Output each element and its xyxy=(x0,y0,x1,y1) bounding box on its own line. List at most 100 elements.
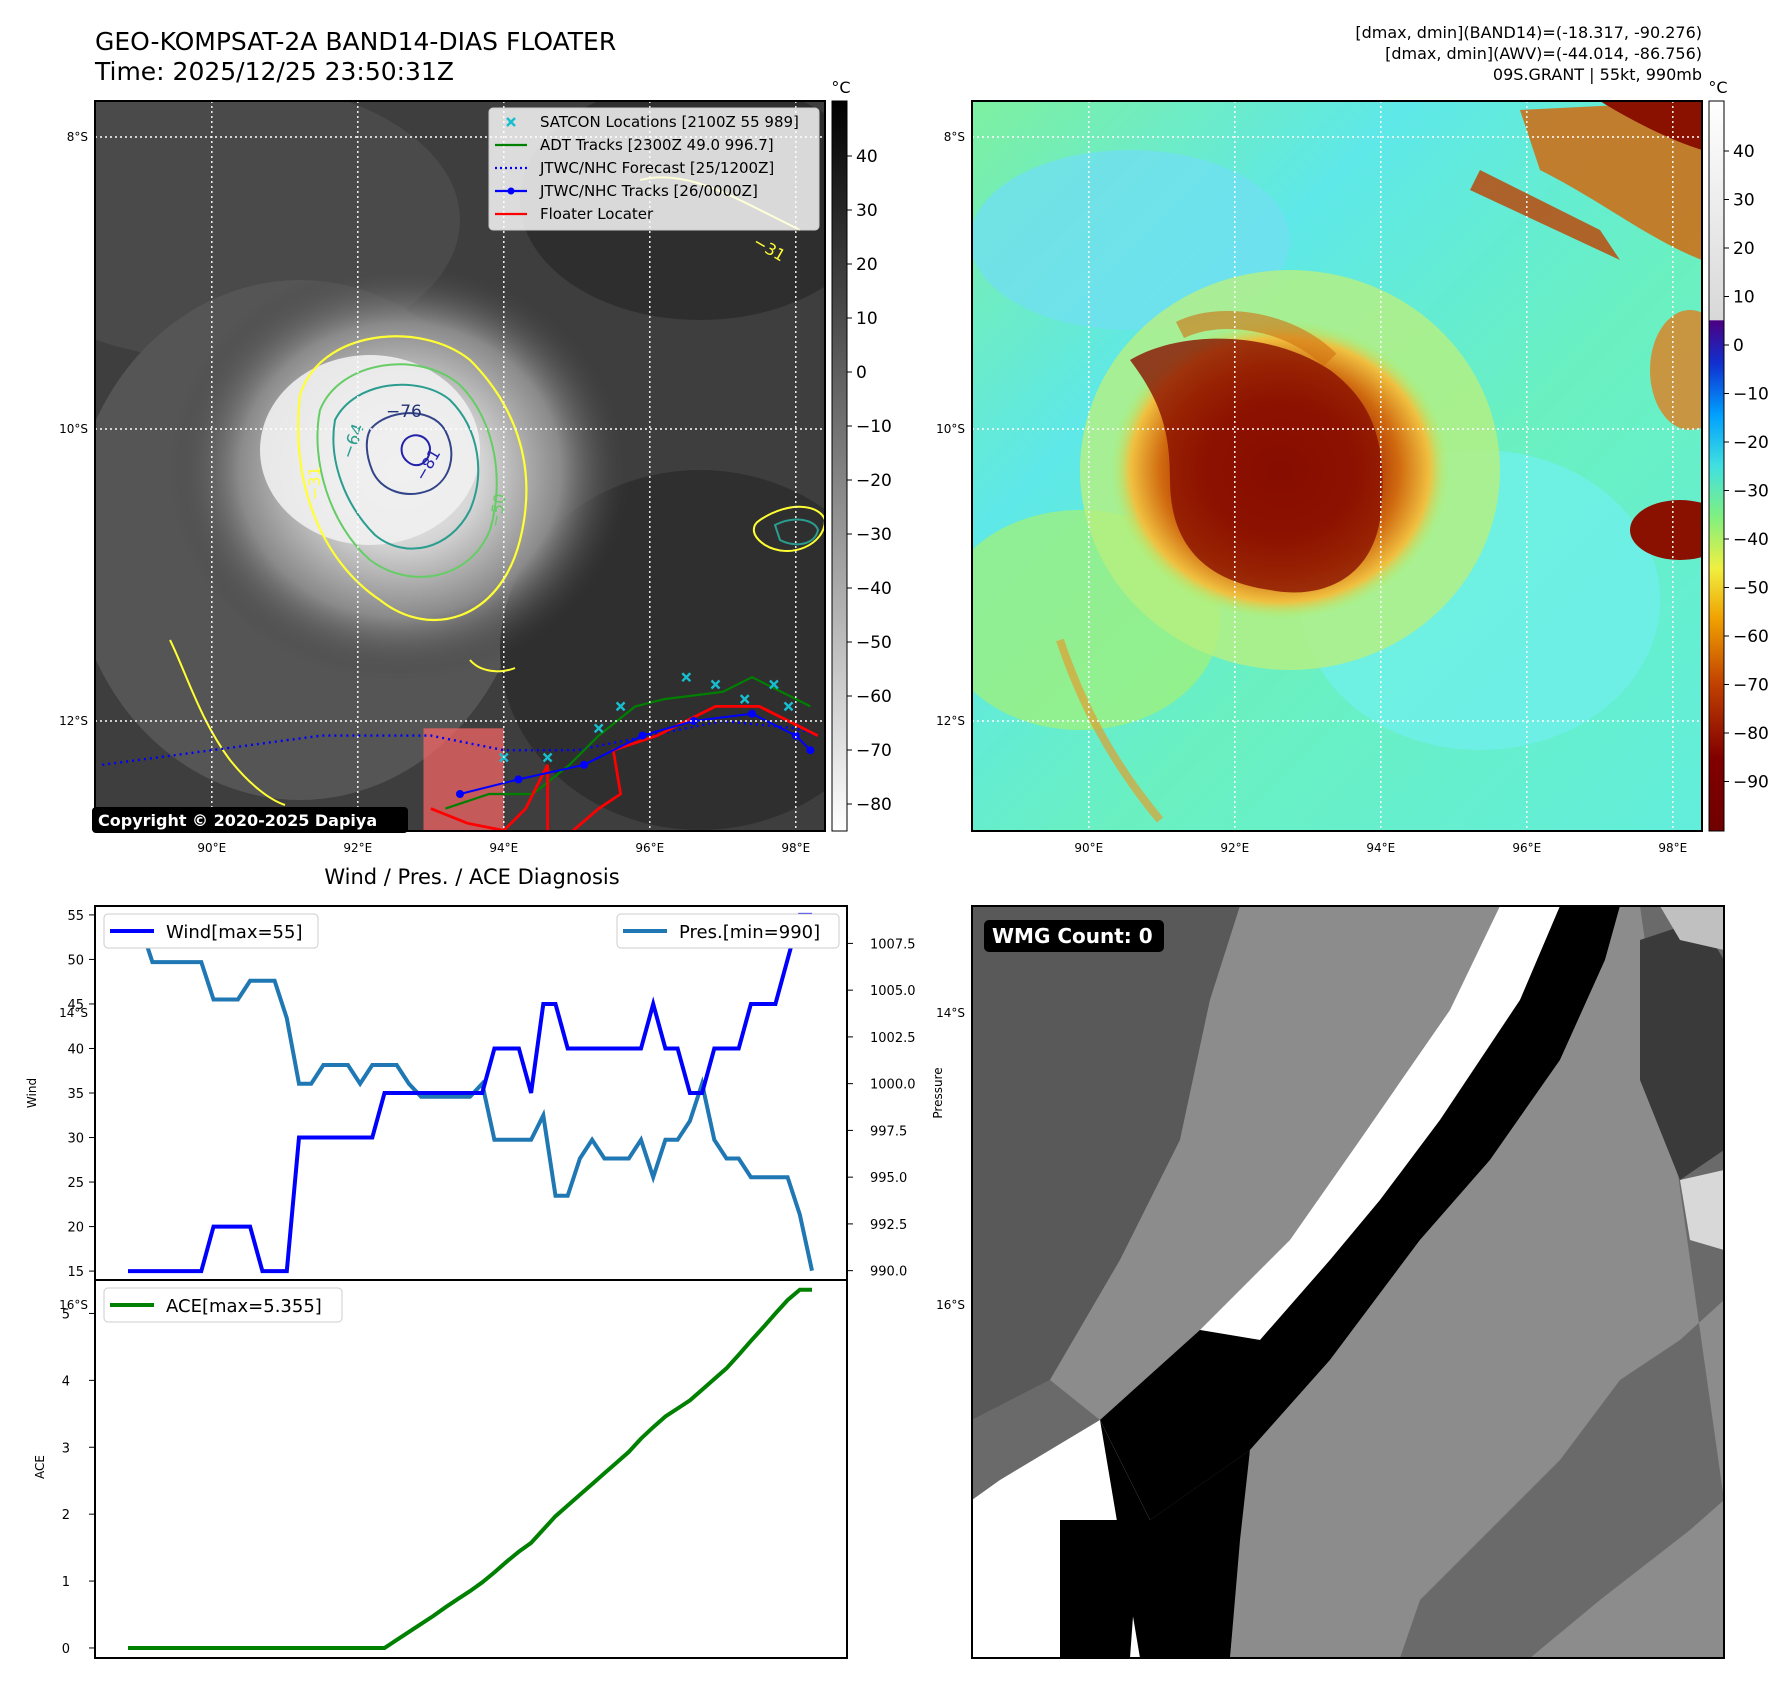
wind-tick-label: 15 xyxy=(67,1265,84,1280)
ace-tick-label: 5 xyxy=(62,1307,70,1322)
legend-item: SATCON Locations [2100Z 55 989] xyxy=(506,113,799,131)
jtwc-best-track xyxy=(459,712,812,795)
best-track-point xyxy=(638,731,647,740)
ace-tick-label: 2 xyxy=(62,1508,70,1523)
ir-colorbar-tick: −10 xyxy=(856,417,892,437)
wv-axis-labels: 8°S 10°S 12°S 14°S 16°S 90°E 92°E 94°E 96°E 98°E xyxy=(936,130,1687,1312)
best-track-points xyxy=(456,709,815,798)
contour-label: −76 xyxy=(386,402,422,422)
ace-legend: ACE[max=5.355] xyxy=(103,1287,343,1323)
pressure-tick-label: 992.5 xyxy=(870,1218,907,1233)
best-track-point xyxy=(580,760,589,769)
wv-colorbar-tick: 40 xyxy=(1733,142,1755,162)
satcon-point xyxy=(593,723,604,734)
ir-colorbar-tick: −50 xyxy=(856,633,892,653)
best-track-point xyxy=(514,775,523,784)
pressure-tick-label: 1007.5 xyxy=(870,937,916,952)
lon-tick-label: 94°E xyxy=(1366,841,1395,855)
ace-legend-label: ACE[max=5.355] xyxy=(166,1296,322,1317)
lon-tick-label: 90°E xyxy=(1074,841,1103,855)
legend-label: JTWC/NHC Forecast [25/1200Z] xyxy=(539,159,774,177)
ace-tick-label: 3 xyxy=(62,1441,70,1456)
satcon-point xyxy=(710,679,721,690)
legend-label: ADT Tracks [2300Z 49.0 996.7] xyxy=(540,136,774,154)
ir-colorbar-tick: −20 xyxy=(856,471,892,491)
figure-time: Time: 2025/12/25 23:50:31Z xyxy=(94,57,454,86)
lat-tick-label: 12°S xyxy=(59,714,88,728)
lon-tick-label: 94°E xyxy=(489,841,518,855)
wind-tick-label: 45 xyxy=(67,998,84,1013)
lon-tick-label: 90°E xyxy=(197,841,226,855)
ace-tick-label: 1 xyxy=(62,1575,70,1590)
satcon-point xyxy=(615,701,626,712)
lon-tick-label: 98°E xyxy=(781,841,810,855)
lat-tick-label: 8°S xyxy=(944,130,965,144)
ir-colorbar-unit: °C xyxy=(831,78,850,97)
contour-label: −31 xyxy=(305,466,324,500)
ir-colorbar-tick: −40 xyxy=(856,579,892,599)
pressure-tick-label: 990.0 xyxy=(870,1265,907,1280)
best-track-point xyxy=(791,731,800,740)
pressure-tick-label: 1000.0 xyxy=(870,1078,916,1093)
wv-colorbar-tick: −90 xyxy=(1733,773,1769,793)
ir-colorbar-tick: −70 xyxy=(856,741,892,761)
pressure-axis-label: Pressure xyxy=(931,1067,945,1118)
legend-item: JTWC/NHC Tracks [26/0000Z] xyxy=(495,182,758,200)
wv-colorbar-tick: −40 xyxy=(1733,530,1769,550)
lon-tick-label: 92°E xyxy=(343,841,372,855)
wind-axis-label: Wind xyxy=(25,1078,39,1108)
wv-colorbar-tick: 0 xyxy=(1733,336,1744,356)
pressure-legend-label: Pres.[min=990] xyxy=(679,922,820,943)
ace-tick-label: 0 xyxy=(62,1642,70,1657)
ir-colorbar-tick: −60 xyxy=(856,687,892,707)
pressure-legend: Pres.[min=990] xyxy=(616,913,840,949)
floater-box xyxy=(423,728,504,831)
ir-colorbar-tick: 0 xyxy=(856,363,867,383)
wv-colorbar-tick: −70 xyxy=(1733,676,1769,696)
pressure-tick-label: 995.0 xyxy=(870,1171,907,1186)
ir-colorbar: °C 40 30 20 10 0 −10 −20 −30 −40 −50 −60 −70 −80 xyxy=(831,78,892,832)
lat-tick-label: 10°S xyxy=(59,422,88,436)
lon-tick-label: 96°E xyxy=(635,841,664,855)
wind-tick-label: 20 xyxy=(67,1221,84,1236)
lat-tick-label: 14°S xyxy=(59,1006,88,1020)
wind-tick-label: 55 xyxy=(67,909,84,924)
legend-label: SATCON Locations [2100Z 55 989] xyxy=(540,113,799,131)
wind-legend: Wind[max=55] xyxy=(103,913,319,949)
lat-tick-label: 8°S xyxy=(67,130,88,144)
satcon-points xyxy=(498,672,794,763)
lon-tick-label: 98°E xyxy=(1658,841,1687,855)
wind-tick-label: 30 xyxy=(67,1132,84,1147)
wv-colorbar-tick: 20 xyxy=(1733,239,1755,259)
figure-title: GEO-KOMPSAT-2A BAND14-DIAS FLOATER xyxy=(95,27,616,56)
ace-tick-label: 4 xyxy=(62,1374,70,1389)
satcon-point xyxy=(783,701,794,712)
legend-item: ADT Tracks [2300Z 49.0 996.7] xyxy=(495,136,774,154)
wv-colorbar-tick: −80 xyxy=(1733,724,1769,744)
legend-label: JTWC/NHC Tracks [26/0000Z] xyxy=(539,182,758,200)
wind-tick-label: 50 xyxy=(67,953,84,968)
best-track-point xyxy=(806,746,815,755)
pressure-series-line xyxy=(128,922,814,1272)
lon-tick-label: 92°E xyxy=(1220,841,1249,855)
ir-colorbar-tick: 10 xyxy=(856,309,878,329)
wv-image-panel: 8°S 10°S 12°S 14°S 16°S 90°E 92°E 94°E 96°E 98°E xyxy=(936,100,1703,1312)
wv-colorbar-unit: °C xyxy=(1708,78,1727,97)
pressure-tick-label: 1005.0 xyxy=(870,984,916,999)
wv-colorbar-tick: −20 xyxy=(1733,433,1769,453)
pressure-tick-label: 1002.5 xyxy=(870,1031,916,1046)
satcon-point xyxy=(681,672,692,683)
legend-label: Floater Locater xyxy=(540,205,654,223)
floater-locater-track xyxy=(430,705,819,831)
wind-pressure-chart: 15 20 25 30 35 40 45 50 55 990.0 992.5 995.0 997.5 10… xyxy=(25,905,945,1281)
map-legend: SATCON Locations [2100Z 55 989] ADT Track… xyxy=(488,107,820,231)
wind-tick-label: 35 xyxy=(67,1087,84,1102)
satcon-point xyxy=(769,679,779,690)
lat-tick-label: 16°S xyxy=(59,1298,88,1312)
ace-series-line xyxy=(128,1287,812,1650)
best-track-point xyxy=(689,717,698,725)
wv-colorbar-tick: 30 xyxy=(1733,191,1755,211)
ir-colorbar-tick: 40 xyxy=(856,147,878,167)
wmg-panel: WMG Count: 0 xyxy=(971,905,1725,1659)
legend-item: JTWC/NHC Forecast [25/1200Z] xyxy=(495,159,774,177)
